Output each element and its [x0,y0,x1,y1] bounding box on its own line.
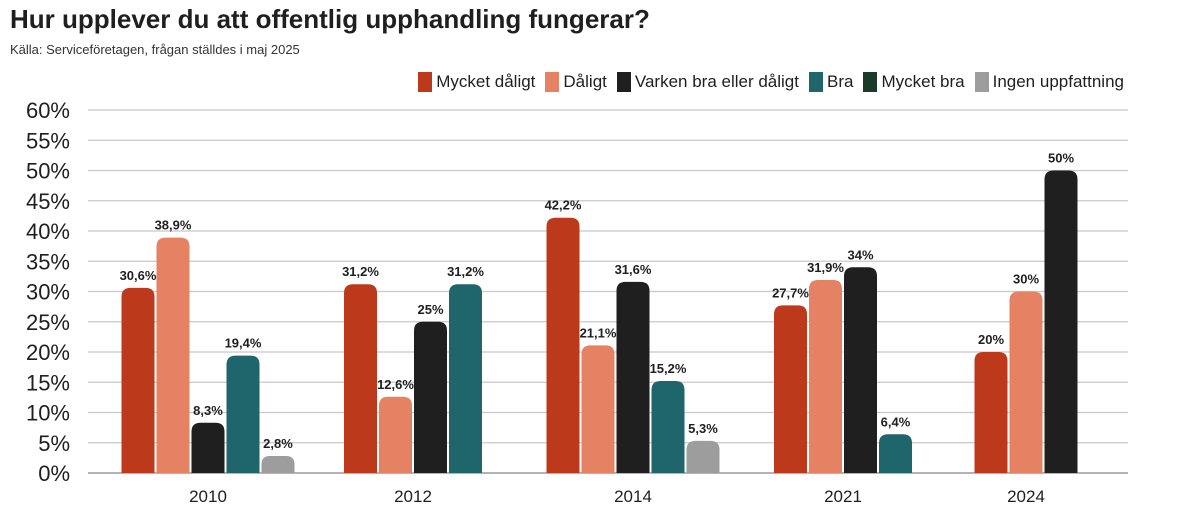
bar [546,217,580,473]
y-tick-label: 55% [26,128,70,153]
x-tick-label: 2021 [824,487,862,506]
legend-swatch [545,72,560,92]
data-label: 31,2% [447,264,484,279]
bar [651,381,685,473]
bar [844,267,877,473]
y-tick-label: 45% [26,189,70,214]
data-label: 12,6% [377,377,414,392]
y-tick-label: 40% [26,219,70,244]
bar [581,345,615,473]
data-label: 20% [978,332,1004,347]
x-tick-label: 2010 [189,487,227,506]
bar [191,422,225,473]
bar [616,281,650,473]
x-tick-label: 2024 [1007,487,1045,506]
legend-swatch [418,72,433,92]
bar [1044,170,1078,473]
data-label: 25% [417,302,443,317]
data-label: 8,3% [193,403,223,418]
legend: Mycket dåligt Dåligt Varken bra eller dåli… [418,72,1124,92]
bar [344,284,377,473]
legend-item: Bra [808,72,854,92]
legend-swatch [863,72,878,92]
bar [226,355,260,473]
data-label: 38,9% [155,218,192,233]
y-tick-label: 60% [26,98,70,123]
legend-label: Mycket dåligt [436,72,536,91]
data-label: 31,9% [807,260,844,275]
y-tick-label: 15% [26,370,70,395]
data-label: 30,6% [120,268,157,283]
legend-label: Mycket bra [881,72,965,91]
data-label: 31,6% [615,262,652,277]
data-label: 42,2% [545,198,582,213]
x-tick-label: 2014 [614,487,652,506]
bar [809,280,842,473]
bar [121,287,155,473]
bar [774,305,807,473]
y-tick-label: 50% [26,159,70,184]
legend-label: Dåligt [563,72,607,91]
bar [379,396,412,473]
data-label: 50% [1048,151,1074,166]
bar [686,440,720,473]
bar [261,456,295,473]
y-tick-label: 35% [26,249,70,274]
data-label: 5,3% [688,421,718,436]
legend-swatch [974,72,989,92]
chart-title: Hur upplever du att offentlig upphandlin… [10,4,650,34]
data-label: 15,2% [650,361,687,376]
legend-label: Bra [826,72,854,91]
bar [1009,291,1043,473]
y-tick-label: 25% [26,310,70,335]
legend-label: Ingen uppfattning [992,72,1124,91]
x-tick-label: 2012 [394,487,432,506]
legend-item: Mycket bra [863,72,965,92]
legend-item: Mycket dåligt [418,72,535,92]
data-label: 6,4% [881,414,911,429]
legend-item: Varken bra eller dåligt [616,72,799,92]
bar [156,237,190,473]
legend-label: Varken bra eller dåligt [634,72,799,91]
legend-item: Dåligt [545,72,607,92]
y-tick-label: 5% [38,431,70,456]
data-label: 27,7% [772,285,809,300]
data-label: 2,8% [263,436,293,451]
bar [974,352,1008,473]
y-tick-label: 20% [26,340,70,365]
y-tick-label: 30% [26,280,70,305]
data-label: 19,4% [225,336,262,351]
chart-subtitle: Källa: Serviceföretagen, frågan ställdes… [10,42,300,57]
data-label: 34% [847,247,873,262]
legend-item: Ingen uppfattning [974,72,1124,92]
data-label: 31,2% [342,264,379,279]
bar [414,321,447,473]
legend-swatch [808,72,823,92]
bar [449,284,482,473]
y-tick-label: 0% [38,461,70,486]
data-label: 21,1% [580,325,617,340]
data-label: 30% [1013,272,1039,287]
legend-swatch [616,72,631,92]
y-tick-label: 10% [26,401,70,426]
bar [879,434,912,473]
